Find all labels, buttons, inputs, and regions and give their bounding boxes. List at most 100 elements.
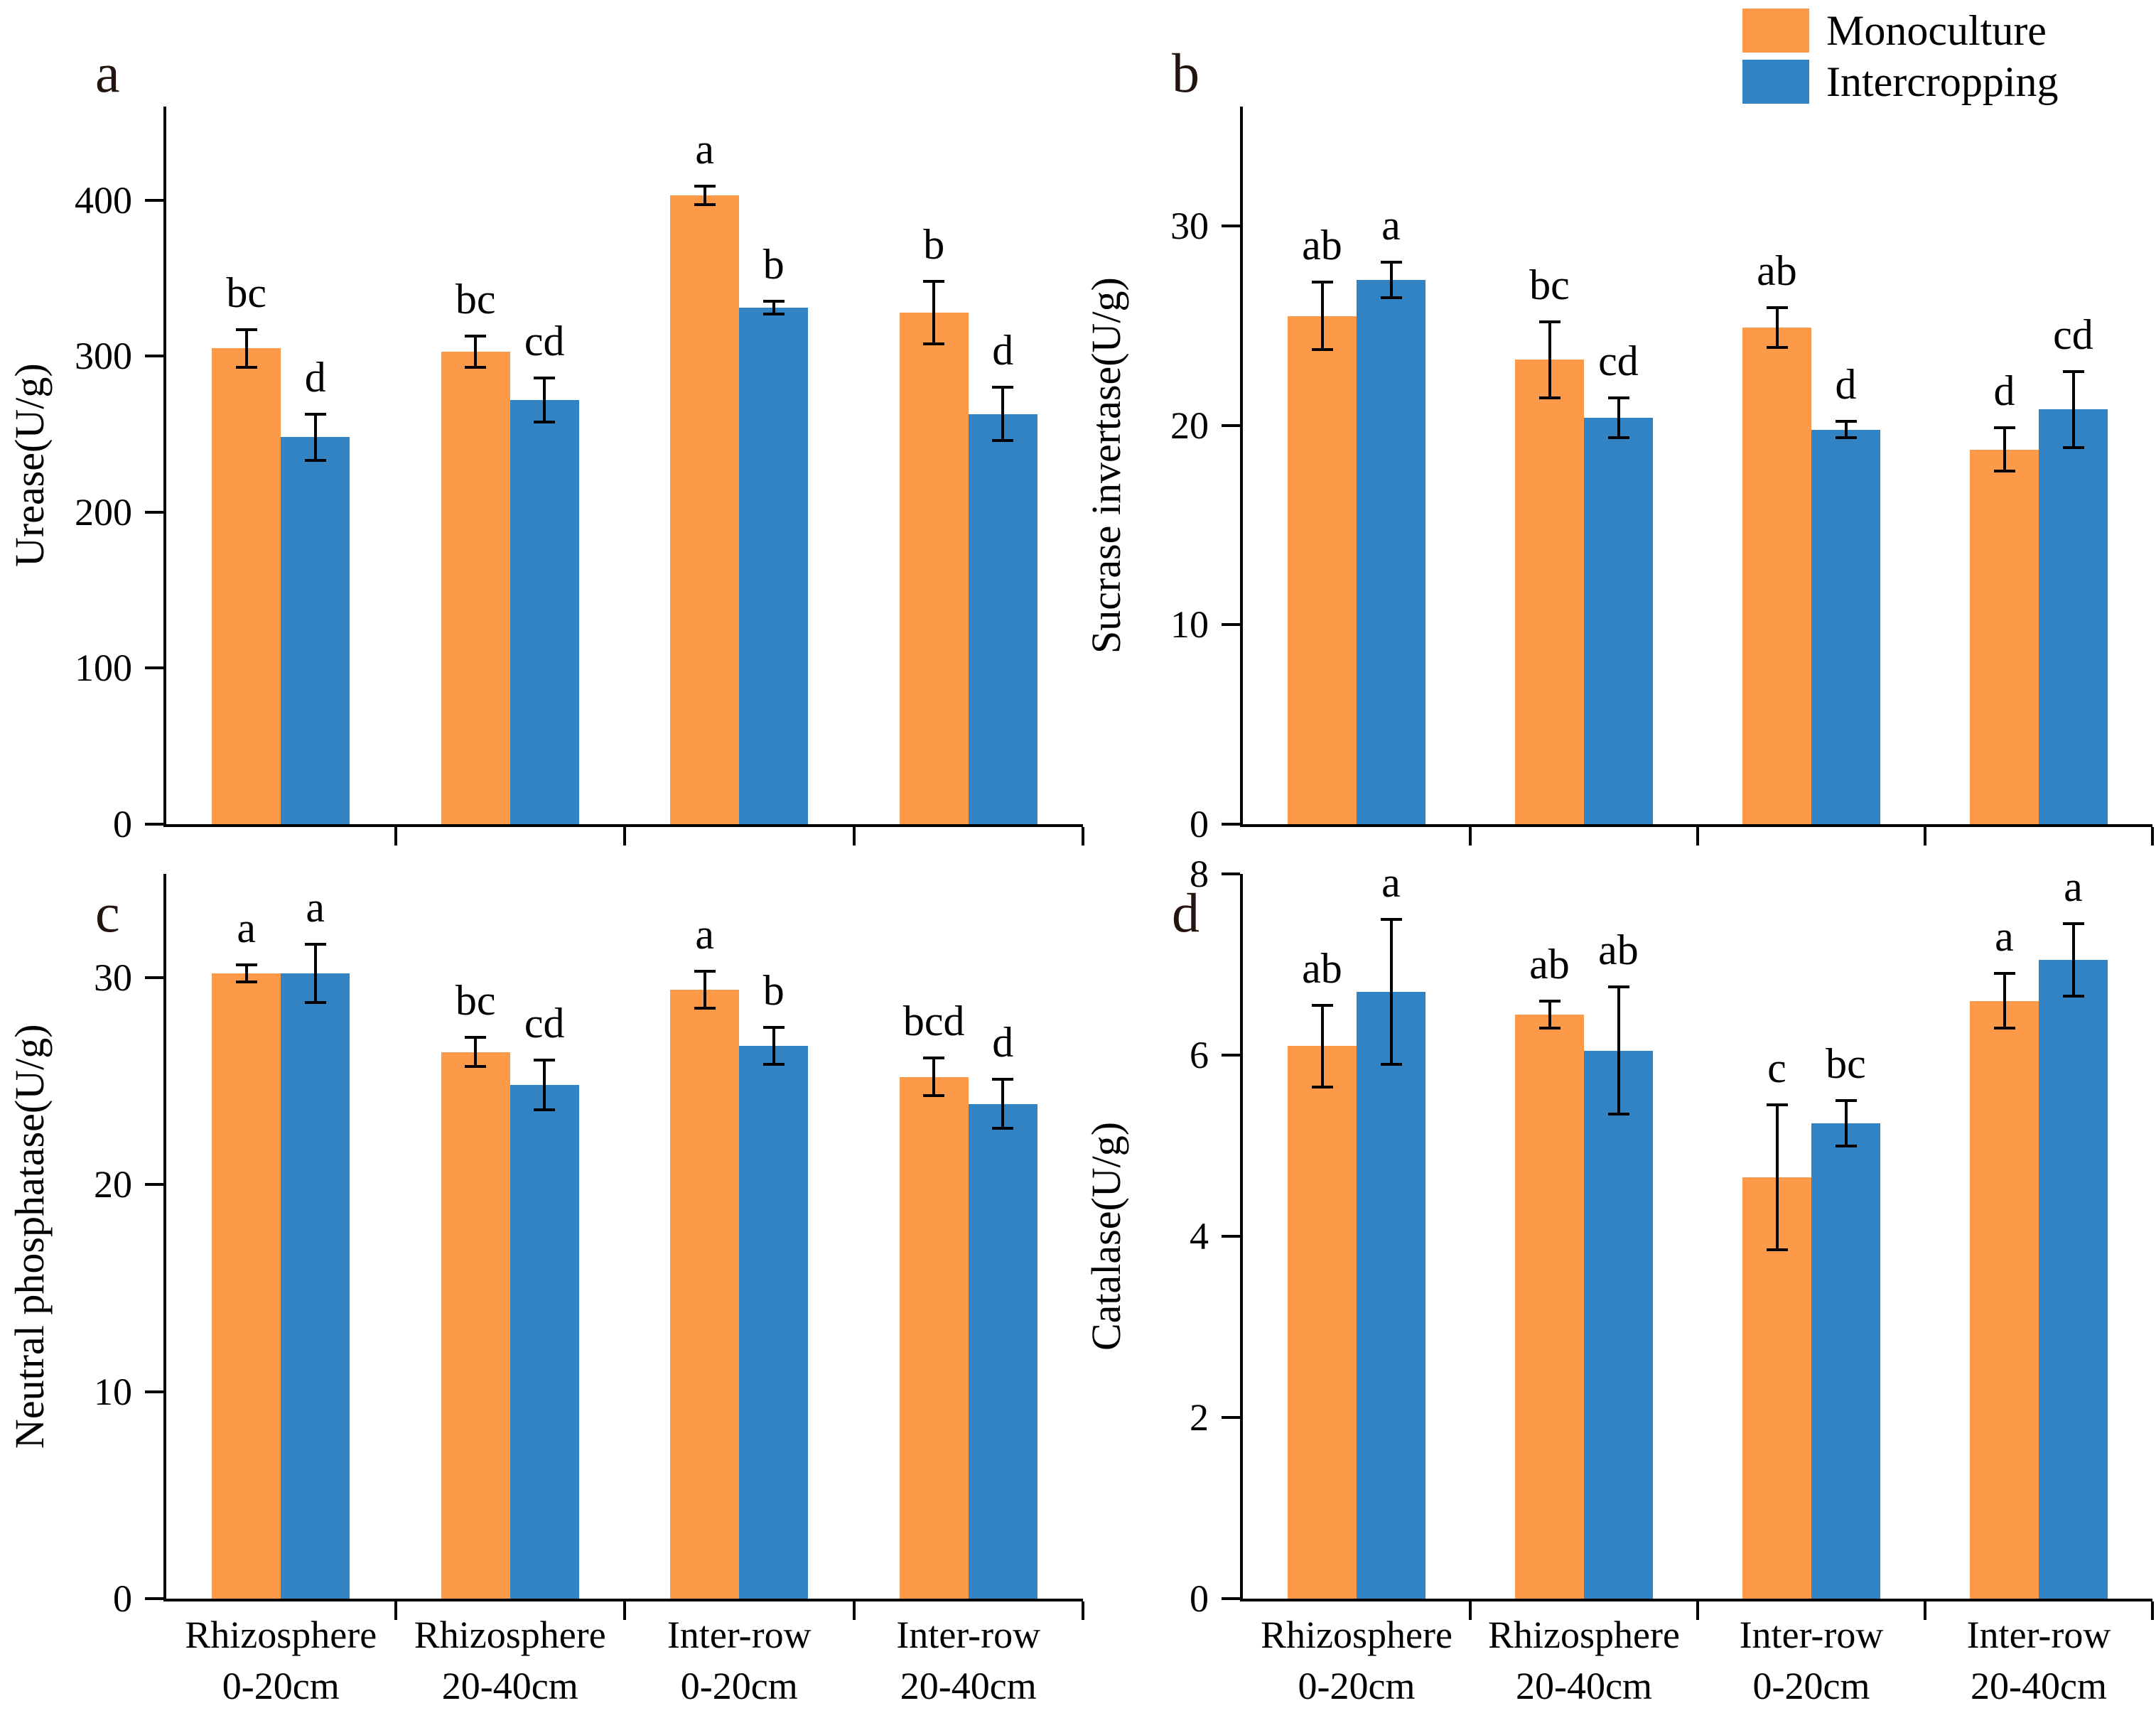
error-bar-cap: [2062, 995, 2084, 998]
significance-letter: a: [1995, 913, 2014, 961]
error-bar: [703, 185, 706, 205]
error-bar-cap: [304, 1000, 326, 1004]
y-tick-label: 0: [113, 1577, 132, 1620]
y-tick-label: 300: [75, 335, 132, 378]
x-tick: [1082, 827, 1084, 846]
legend-item-monoculture: Monoculture: [1742, 9, 2059, 53]
panel-d-plot: d Catalase(U/g) 0 2 4 6 8 ab a Rhizosphere 0-20cm a…: [1083, 853, 2154, 1707]
error-bar-cap: [694, 203, 716, 207]
bar-intercropping: [739, 308, 809, 824]
bar-monoculture: [1742, 328, 1811, 824]
significance-letter: d: [1835, 361, 1857, 409]
error-bar-cap: [1380, 296, 1402, 300]
significance-letter: c: [1767, 1044, 1786, 1092]
bar-monoculture: [441, 351, 510, 824]
error-bar-cap: [992, 386, 1014, 389]
y-tick: [1222, 1416, 1240, 1419]
error-bar: [932, 1058, 936, 1096]
error-bar-cap: [694, 184, 716, 188]
significance-letter: cd: [524, 318, 565, 365]
x-tick: [1924, 1601, 1926, 1620]
error-bar-cap: [1311, 280, 1333, 283]
x-tick: [394, 827, 397, 846]
error-bar-cap: [465, 365, 487, 369]
y-tick: [145, 666, 163, 670]
significance-letter: bcd: [902, 998, 965, 1045]
error-bar: [1775, 1105, 1779, 1250]
y-tick: [145, 823, 163, 826]
bar-intercropping: [1584, 1050, 1653, 1599]
bar-monoculture: [899, 1076, 969, 1599]
panel-letter-d: d: [1172, 882, 1200, 944]
error-bar-cap: [992, 438, 1014, 442]
y-tick: [145, 1183, 163, 1187]
significance-letter: bc: [455, 275, 496, 323]
x-tick: [623, 1601, 626, 1620]
error-bar: [543, 378, 546, 422]
x-category-label-line2: 0-20cm: [222, 1665, 340, 1707]
y-tick-label: 6: [1190, 1034, 1209, 1076]
error-bar: [1844, 1100, 1848, 1146]
significance-letter: b: [923, 220, 945, 268]
y-tick: [1222, 1054, 1240, 1057]
error-bar-cap: [534, 420, 556, 423]
y-tick: [145, 198, 163, 202]
error-bar: [2071, 924, 2075, 997]
x-tick: [1469, 1601, 1472, 1620]
legend-swatch-intercropping-icon: [1742, 60, 1809, 104]
x-tick: [2151, 827, 2154, 846]
error-bar: [244, 329, 248, 367]
significance-letter: ab: [1598, 926, 1639, 974]
x-category-label-line2: 20-40cm: [900, 1665, 1037, 1707]
error-bar-cap: [1380, 917, 1402, 921]
y-tick: [1222, 1597, 1240, 1600]
error-bar: [1775, 308, 1779, 348]
x-tick: [1469, 827, 1472, 846]
x-category-label-line2: 20-40cm: [1516, 1665, 1652, 1707]
panel-c-plot: c Neutral phosphatase(U/g) 0 10 20 30 a a Rhizos…: [6, 874, 1084, 1707]
error-bar: [2003, 427, 2006, 472]
y-tick-label: 30: [1170, 205, 1209, 248]
error-bar-cap: [1766, 346, 1788, 350]
x-category-label-line2: 0-20cm: [1752, 1665, 1870, 1707]
error-bar-cap: [1835, 420, 1857, 423]
legend-item-intercropping: Intercropping: [1742, 60, 2059, 104]
x-tick: [1696, 827, 1699, 846]
error-bar-cap: [1835, 436, 1857, 439]
bar-intercropping: [968, 414, 1037, 824]
bar-intercropping: [281, 973, 350, 1599]
error-bar: [1389, 261, 1393, 298]
x-category-label-line2: 20-40cm: [1971, 1665, 2107, 1707]
y-tick: [1222, 225, 1240, 228]
error-bar-cap: [235, 365, 257, 369]
significance-letter: d: [992, 1018, 1014, 1066]
error-bar-cap: [235, 328, 257, 331]
error-bar-cap: [465, 1036, 487, 1039]
legend-label-intercropping: Intercropping: [1826, 58, 2059, 105]
bar-monoculture: [441, 1052, 510, 1599]
significance-letter: cd: [2053, 311, 2093, 359]
bar-monoculture: [1970, 1000, 2039, 1599]
error-bar: [772, 1027, 775, 1065]
error-bar-cap: [1766, 306, 1788, 310]
error-bar-cap: [235, 980, 257, 983]
panel-a-plot: a Urease(U/g) 0 100 200 300 400 bc d bc cd a b b d: [6, 45, 1084, 846]
x-category-label-line1: Rhizosphere: [1261, 1614, 1452, 1656]
y-tick: [1222, 872, 1240, 875]
error-bar-cap: [2062, 922, 2084, 926]
panel-letter-a: a: [95, 42, 120, 104]
error-bar: [1001, 1079, 1005, 1129]
significance-letter: d: [992, 327, 1014, 374]
x-tick: [852, 1601, 856, 1620]
significance-letter: bc: [226, 269, 267, 316]
y-tick-label: 8: [1190, 853, 1209, 895]
x-tick: [2151, 1601, 2154, 1620]
significance-letter: bc: [455, 977, 496, 1025]
y-tick-label: 30: [94, 956, 132, 999]
error-bar: [1844, 421, 1848, 438]
error-bar: [1548, 1000, 1551, 1028]
y-tick-label: 0: [113, 803, 132, 846]
y-tick-label: 20: [1170, 404, 1209, 447]
y-tick: [1222, 423, 1240, 427]
error-bar-cap: [235, 963, 257, 967]
